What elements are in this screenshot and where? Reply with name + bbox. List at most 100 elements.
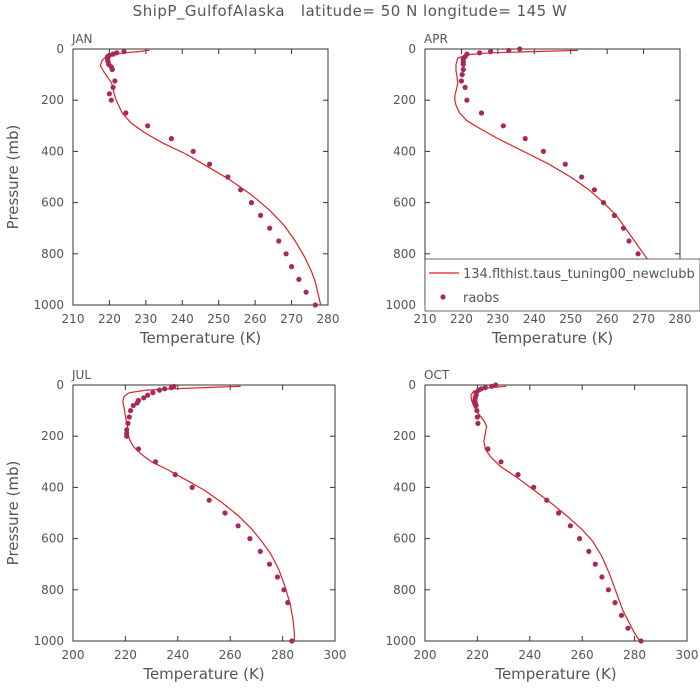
raobs-point [247, 536, 253, 542]
panel-label: APR [424, 32, 448, 46]
y-tick-label: 1000 [385, 298, 416, 312]
x-axis-label: Temperature (K) [491, 329, 613, 347]
panel-label: JAN [71, 32, 93, 46]
raobs-point [477, 50, 483, 56]
raobs-point [238, 187, 244, 193]
raobs-point [128, 408, 134, 414]
x-tick-label: 230 [486, 312, 509, 326]
raobs-point [130, 402, 136, 409]
y-tick-label: 400 [393, 144, 416, 158]
y-tick-label: 600 [41, 196, 64, 210]
plot-frame [72, 384, 336, 642]
x-tick-label: 220 [98, 312, 121, 326]
raobs-point [488, 49, 494, 55]
raobs-point [296, 276, 302, 282]
raobs-point [556, 510, 562, 516]
raobs-point [586, 548, 592, 555]
x-tick-label: 200 [414, 648, 437, 662]
raobs-point [150, 390, 156, 396]
raobs-point [109, 66, 115, 73]
y-tick-label: 800 [41, 583, 64, 597]
raobs-point [222, 510, 228, 516]
raobs-point [141, 395, 147, 401]
raobs-point [485, 446, 491, 452]
raobs-point [134, 400, 140, 406]
y-tick-label: 600 [393, 532, 416, 546]
x-tick-label: 270 [632, 312, 655, 326]
y-tick-label: 1000 [33, 298, 64, 312]
raobs-point [125, 420, 131, 426]
x-tick-label: 220 [466, 648, 489, 662]
raobs-point [168, 385, 174, 391]
y-axis-label: Pressure (mb) [4, 125, 22, 230]
x-tick-label: 260 [219, 648, 242, 662]
raobs-point [482, 385, 488, 391]
raobs-point [579, 174, 585, 180]
raobs-point [612, 600, 618, 606]
y-axis-label: Pressure (mb) [4, 461, 22, 566]
raobs-point [475, 420, 481, 426]
raobs-point [108, 97, 114, 103]
model-profile-line [122, 385, 295, 641]
y-tick-label: 400 [393, 480, 416, 494]
raobs-point [460, 61, 466, 67]
y-tick-label: 800 [393, 583, 416, 597]
raobs-point [162, 386, 168, 392]
x-axis-label: Temperature (K) [142, 665, 264, 683]
raobs-point [493, 382, 499, 388]
raobs-point [577, 536, 583, 542]
raobs-point [592, 561, 598, 567]
panel-label: JUL [71, 368, 91, 382]
raobs-point [289, 264, 295, 270]
y-tick-label: 0 [408, 42, 416, 56]
raobs-point [625, 625, 631, 631]
raobs-point [522, 136, 528, 142]
y-tick-label: 600 [393, 196, 416, 210]
x-tick-label: 280 [317, 312, 340, 326]
x-tick-label: 240 [523, 312, 546, 326]
legend-marker-swatch [440, 294, 446, 300]
raobs-point [473, 402, 479, 409]
y-tick-label: 1000 [33, 634, 64, 648]
plot-frame [424, 384, 688, 642]
raobs-point [189, 484, 195, 490]
raobs-point [599, 574, 605, 580]
raobs-point [312, 302, 318, 308]
raobs-point [600, 200, 607, 206]
y-tick-label: 400 [41, 480, 64, 494]
raobs-point [474, 414, 480, 420]
x-tick-label: 260 [596, 312, 619, 326]
x-tick-label: 300 [324, 648, 347, 662]
raobs-point [462, 84, 468, 90]
raobs-point [605, 587, 612, 593]
raobs-point [135, 446, 142, 452]
raobs-point [235, 523, 241, 529]
x-tick-label: 200 [62, 648, 85, 662]
y-tick-label: 800 [393, 247, 416, 261]
x-tick-label: 260 [244, 312, 267, 326]
raobs-point [168, 136, 174, 142]
raobs-point [257, 548, 263, 555]
raobs-point [544, 497, 550, 503]
y-tick-label: 200 [393, 429, 416, 443]
legend-entry-label: 134.flthist.taus_tuning00_newclubb [463, 267, 695, 282]
raobs-point [500, 123, 506, 129]
legend-entry-label: raobs [463, 291, 500, 306]
raobs-point [285, 600, 291, 606]
y-tick-label: 400 [41, 144, 64, 158]
panel-label: OCT [424, 368, 450, 382]
raobs-point [156, 387, 163, 393]
x-tick-label: 220 [450, 312, 473, 326]
x-tick-label: 240 [171, 312, 194, 326]
raobs-point [540, 148, 547, 154]
raobs-point [562, 161, 568, 167]
x-tick-label: 230 [134, 312, 157, 326]
raobs-point [190, 148, 196, 154]
raobs-point [460, 66, 466, 73]
raobs-point [464, 97, 470, 103]
raobs-point [266, 561, 273, 567]
y-tick-label: 0 [56, 378, 64, 392]
raobs-point [145, 123, 151, 129]
